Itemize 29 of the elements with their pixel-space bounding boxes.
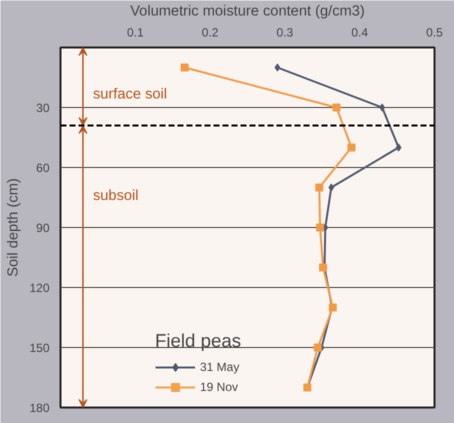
x-tick-label: 0.1 <box>126 26 144 40</box>
band-label: surface soil <box>92 86 168 102</box>
point <box>180 64 189 72</box>
band-label: subsoil <box>92 188 139 204</box>
x-tick-label: 0.5 <box>426 26 444 40</box>
y-tick-label: 120 <box>29 281 50 295</box>
y-tick-label: 90 <box>36 221 50 235</box>
point <box>314 344 322 352</box>
point <box>319 264 328 272</box>
y-axis-title: Soil depth (cm) <box>5 178 22 277</box>
point <box>315 184 324 192</box>
point <box>379 104 385 112</box>
y-tick-label: 180 <box>29 401 50 415</box>
legend-label: 31 May <box>200 360 240 374</box>
x-axis-title: Volumetric moisture content (g/cm3) <box>130 4 365 20</box>
point <box>328 184 334 192</box>
y-tick-label: 30 <box>36 101 50 115</box>
point <box>316 224 324 232</box>
x-tick-label: 0.2 <box>202 26 219 40</box>
point <box>274 64 280 72</box>
point <box>332 104 341 112</box>
x-tick-label: 0.3 <box>276 26 294 40</box>
point <box>347 144 356 152</box>
point <box>396 144 402 152</box>
legend-label: 19 Nov <box>200 380 238 394</box>
y-tick-label: 150 <box>29 341 50 355</box>
x-tick-label: 0.4 <box>351 26 368 40</box>
legend-title: Field peas <box>155 330 242 352</box>
y-tick-label: 60 <box>36 161 50 175</box>
